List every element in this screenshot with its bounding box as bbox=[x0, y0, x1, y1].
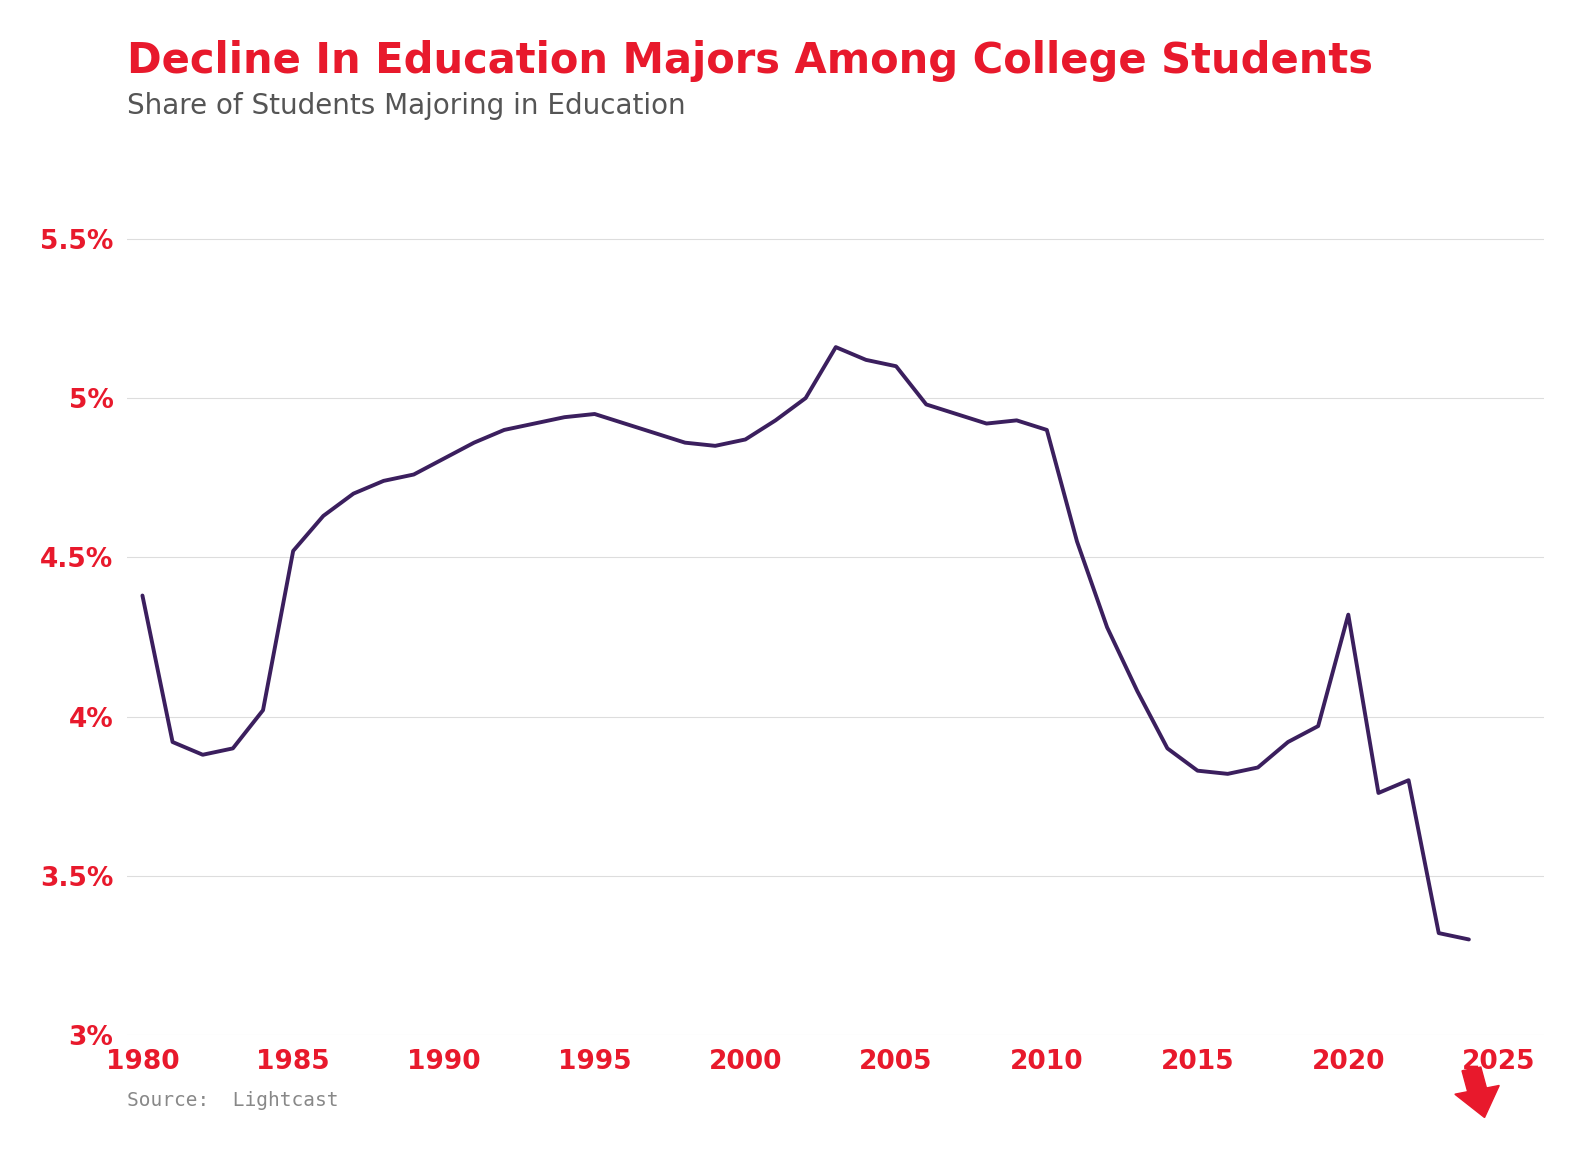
FancyArrow shape bbox=[1455, 1067, 1500, 1118]
Text: Decline In Education Majors Among College Students: Decline In Education Majors Among Colleg… bbox=[127, 40, 1374, 83]
Text: Source:  Lightcast: Source: Lightcast bbox=[127, 1090, 339, 1110]
Text: Share of Students Majoring in Education: Share of Students Majoring in Education bbox=[127, 92, 686, 120]
